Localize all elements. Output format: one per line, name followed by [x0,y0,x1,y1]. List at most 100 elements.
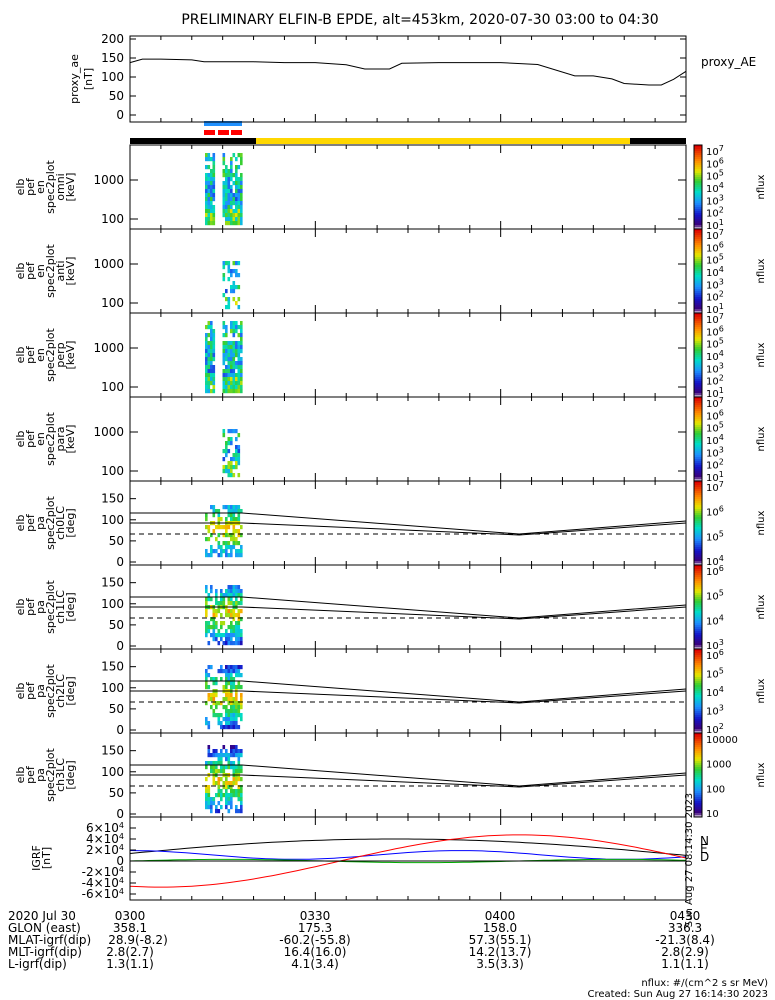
spectrogram-cell [230,321,233,326]
spectrogram-cell [207,173,211,178]
colorbar-cell [694,729,702,732]
spectrogram-cell [237,165,241,170]
spectrogram-cell [240,609,243,614]
spectrogram-cell [227,469,231,474]
colorbar-cell [694,673,702,676]
spectrogram-cell [227,209,231,214]
spectrogram-cell [215,713,218,718]
spectrogram-cell [205,373,208,378]
spectrogram-cell [220,753,223,758]
spectrogram-cell [225,789,228,794]
spectrogram-cell [225,665,228,670]
spectrogram-cell [230,461,233,466]
spectrogram-cell [227,345,231,350]
y-axis-label: spec2plot [44,244,57,298]
spectrogram-cell [222,793,226,798]
spectrogram-cell [227,173,231,178]
colorbar-tick-label: 104 [706,181,724,195]
spectrogram-cell [232,705,236,710]
science-zone-bar [204,121,242,126]
spectrogram-cell [232,633,236,638]
spectrogram-cell [205,353,208,358]
spectrogram-cell [207,209,211,214]
colorbar-cell [694,807,702,810]
spectrogram-cell [232,713,236,718]
y-axis-label: pa [34,684,47,698]
spectrogram-cell [212,329,216,334]
spectrogram-cell [225,765,228,770]
y-tick-label: 0 [116,555,124,569]
spectrogram-cell [205,197,208,202]
colorbar-cell [694,493,702,496]
colorbar-cell [694,279,702,282]
spectrogram-cell [225,593,228,598]
spectrogram-cell [225,549,228,554]
spectrogram-cell [237,365,241,370]
spectrogram-cell [227,277,231,282]
spectrogram-cell [230,329,233,334]
spectrogram-cell [240,177,243,182]
colorbar-cell [694,529,702,532]
spectrogram-cell [237,705,241,710]
colorbar-cell [694,157,702,160]
colorbar-cell [694,261,702,264]
footer-units: nflux: #/(cm^2 s sr MeV) [641,978,768,989]
spectrogram-cell [240,617,243,622]
spectrogram-cell [227,793,231,798]
colorbar-cell [694,615,702,618]
spectrogram-cell [235,613,238,618]
spectrogram-cell [230,209,233,214]
spectrogram-cell [230,289,233,294]
spectrogram-cell [210,533,213,538]
spectrogram-cell [235,165,238,170]
colorbar-cell [694,231,702,234]
colorbar-tick-label: 103 [706,445,724,459]
proxy-ae-line [129,58,687,86]
spectrogram-cell [210,189,213,194]
spectrogram-cell [232,765,236,770]
spectrogram-cell [230,765,233,770]
colorbar-cell [694,725,702,728]
spectrogram-cell [227,673,231,678]
colorbar-cell [694,423,702,426]
spectrogram-cell [232,269,236,274]
spectrogram-cell [235,509,238,514]
y-tick-label: 100 [101,681,124,695]
spectrogram-cell [217,785,221,790]
spectrogram-cell [227,533,231,538]
colorbar-cell [694,449,702,452]
spectrogram-cell [235,673,238,678]
spectrogram-cell [232,745,236,750]
y-tick-label: 200 [101,32,124,46]
spectrogram-cell [235,169,238,174]
spectrogram-cell [232,669,236,674]
spectrogram-cell [205,621,208,626]
spectrogram-cell [225,201,228,206]
spectrogram-cell [205,217,208,222]
spectrogram-cell [235,793,238,798]
spectrogram-cell [240,793,243,798]
spectrogram-cell [230,161,233,166]
colorbar-cell [694,573,702,576]
spectrogram-cell [237,785,241,790]
colorbar-cell [694,289,702,292]
spectrogram-cell [212,709,216,714]
spectrogram-cell [240,377,243,382]
colorbar-cell [694,255,702,258]
spectrogram-cell [222,785,226,790]
spectrogram-cell [232,717,236,722]
spectrogram-cell [207,597,211,602]
spectrogram-cell [227,669,231,674]
colorbar-cell [694,355,702,358]
spectrogram-cell [210,765,213,770]
spectrogram-cell [235,453,238,458]
spectrogram-cell [207,369,211,374]
colorbar-cell [694,805,702,808]
spectrogram-cell [222,273,226,278]
spectrogram-cell [225,541,228,546]
colorbar-cell [694,149,702,152]
footer-mlat: 28.9(-8.2) [108,933,168,947]
spectrogram-cell [222,345,226,350]
y-axis-label: [nT] [82,68,95,90]
colorbar-cell [694,259,702,262]
